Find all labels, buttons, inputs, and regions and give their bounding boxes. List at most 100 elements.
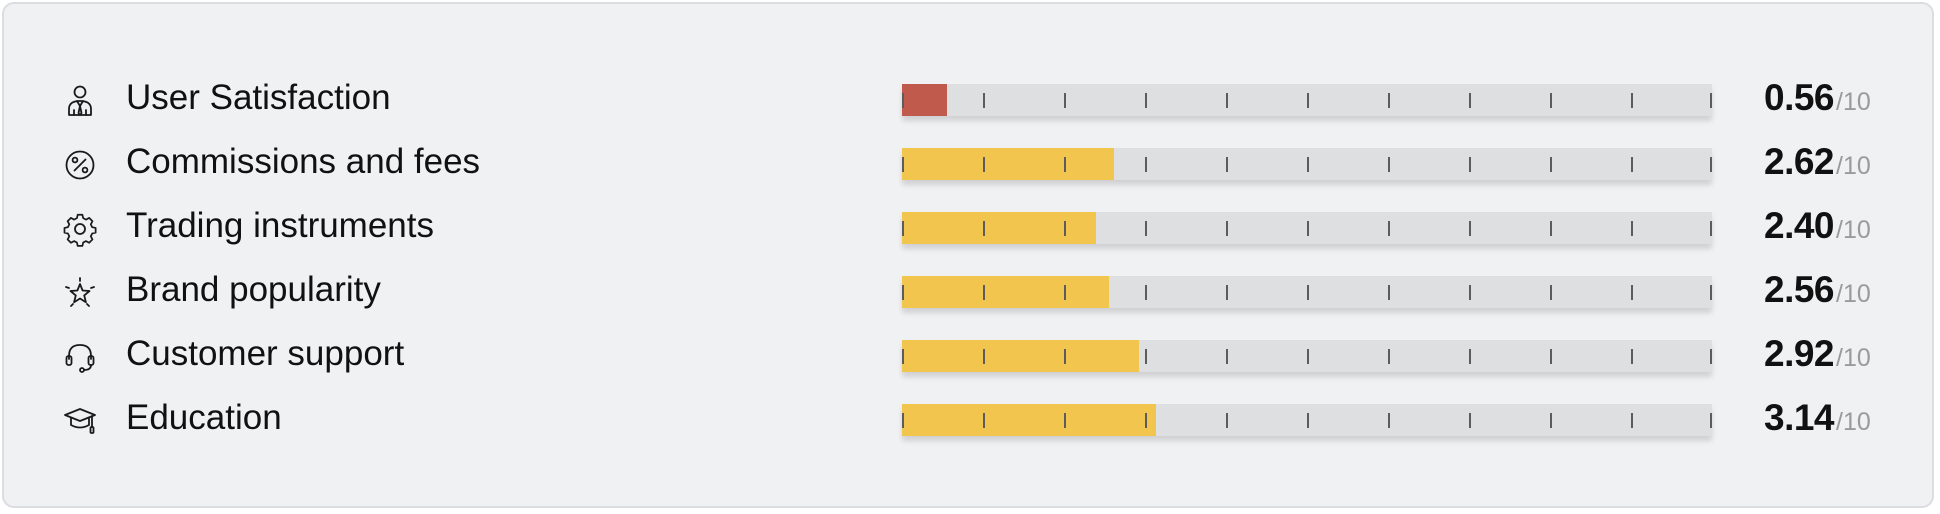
rating-bar-tick — [1226, 221, 1228, 236]
rating-value: 0.56 — [1764, 77, 1835, 118]
rating-max: /10 — [1836, 152, 1871, 180]
rating-row-commissions-and-fees: Commissions and fees 2.62/10 — [4, 131, 1932, 195]
rating-bar-tick — [1469, 349, 1471, 364]
rating-bar-tick — [902, 413, 904, 428]
rating-bar-tick — [1145, 349, 1147, 364]
rating-value: 2.62 — [1764, 141, 1835, 182]
rating-bar-tick — [983, 93, 985, 108]
percent-badge-icon — [62, 147, 98, 183]
rating-bar-fill — [902, 276, 1110, 308]
rating-bar-track — [902, 212, 1712, 244]
rating-bar-tick — [983, 349, 985, 364]
rating-max: /10 — [1836, 280, 1871, 308]
rating-bar-tick — [1631, 413, 1633, 428]
rating-bar-tick — [1388, 221, 1390, 236]
rating-bar-tick — [1388, 285, 1390, 300]
rating-bar-track — [902, 340, 1712, 372]
rating-bar-tick — [983, 413, 985, 428]
rating-bar-tick — [983, 221, 985, 236]
user-tie-icon — [62, 83, 98, 119]
gear-icon — [62, 211, 98, 247]
rating-max: /10 — [1836, 88, 1871, 116]
rating-bar-tick — [1226, 93, 1228, 108]
rating-bar-tick — [1631, 221, 1633, 236]
rating-bar-tick — [1710, 157, 1712, 172]
rating-score: 2.62/10 — [1764, 141, 1871, 183]
rating-bar-track — [902, 404, 1712, 436]
rating-bar-tick — [1710, 93, 1712, 108]
rating-bar-track — [902, 276, 1712, 308]
rating-label: Education — [126, 398, 282, 437]
rating-bar-tick — [1307, 221, 1309, 236]
rating-bar-tick — [1631, 349, 1633, 364]
rating-bar-tick — [1469, 157, 1471, 172]
rating-bar-tick — [1307, 413, 1309, 428]
rating-label: User Satisfaction — [126, 78, 391, 117]
rating-bar-tick — [1710, 285, 1712, 300]
rating-bar-tick — [1226, 413, 1228, 428]
rating-bar-tick — [1145, 157, 1147, 172]
headset-icon — [62, 339, 98, 375]
rating-bar-tick — [1064, 349, 1066, 364]
rating-score: 2.56/10 — [1764, 269, 1871, 311]
rating-bar-fill — [902, 148, 1115, 180]
rating-bar-tick — [1550, 221, 1552, 236]
rating-bar-tick — [1469, 413, 1471, 428]
rating-score: 3.14/10 — [1764, 397, 1871, 439]
rating-bar-tick — [902, 157, 904, 172]
ratings-list: User Satisfaction 0.56/10 Commissions an… — [4, 67, 1932, 451]
rating-label: Commissions and fees — [126, 142, 481, 181]
rating-value: 2.92 — [1764, 333, 1835, 374]
rating-bar-tick — [1710, 413, 1712, 428]
rating-bar-fill — [902, 84, 948, 116]
rating-bar-tick — [1710, 349, 1712, 364]
rating-score: 2.92/10 — [1764, 333, 1871, 375]
rating-value: 3.14 — [1764, 397, 1835, 438]
rating-bar-fill — [902, 340, 1139, 372]
rating-bar-tick — [1550, 285, 1552, 300]
rating-max: /10 — [1836, 216, 1871, 244]
rating-bar-tick — [1388, 93, 1390, 108]
rating-bar-tick — [1064, 413, 1066, 428]
rating-bar-tick — [1307, 93, 1309, 108]
rating-row-user-satisfaction: User Satisfaction 0.56/10 — [4, 67, 1932, 131]
rating-bar-tick — [1469, 285, 1471, 300]
rating-bar-tick — [1307, 285, 1309, 300]
rating-bar-tick — [1550, 349, 1552, 364]
rating-score: 2.40/10 — [1764, 205, 1871, 247]
rating-row-education: Education 3.14/10 — [4, 387, 1932, 451]
rating-bar-tick — [1145, 285, 1147, 300]
sparkle-star-icon — [62, 275, 98, 311]
rating-bar-tick — [1631, 285, 1633, 300]
rating-row-brand-popularity: Brand popularity 2.56/10 — [4, 259, 1932, 323]
rating-label: Customer support — [126, 334, 405, 373]
rating-bar-tick — [1550, 413, 1552, 428]
rating-bar-tick — [1226, 157, 1228, 172]
rating-bar-tick — [902, 349, 904, 364]
rating-bar-tick — [1145, 221, 1147, 236]
rating-bar-tick — [1226, 349, 1228, 364]
rating-bar-tick — [902, 93, 904, 108]
rating-max: /10 — [1836, 344, 1871, 372]
rating-bar-tick — [1388, 349, 1390, 364]
graduation-cap-icon — [62, 403, 98, 439]
rating-bar-tick — [983, 285, 985, 300]
rating-max: /10 — [1836, 408, 1871, 436]
rating-bar-track — [902, 84, 1712, 116]
rating-bar-tick — [1145, 93, 1147, 108]
rating-bar-tick — [1064, 285, 1066, 300]
rating-label: Trading instruments — [126, 206, 434, 245]
rating-bar-tick — [1550, 93, 1552, 108]
rating-bar-tick — [1550, 157, 1552, 172]
rating-bar-tick — [1631, 93, 1633, 108]
rating-bar-tick — [1064, 221, 1066, 236]
rating-bar-tick — [1064, 157, 1066, 172]
rating-bar-tick — [1631, 157, 1633, 172]
rating-value: 2.40 — [1764, 205, 1835, 246]
rating-bar-tick — [1710, 221, 1712, 236]
rating-bar-tick — [1145, 413, 1147, 428]
rating-bar-fill — [902, 404, 1157, 436]
rating-row-customer-support: Customer support 2.92/10 — [4, 323, 1932, 387]
rating-bar-tick — [1469, 93, 1471, 108]
